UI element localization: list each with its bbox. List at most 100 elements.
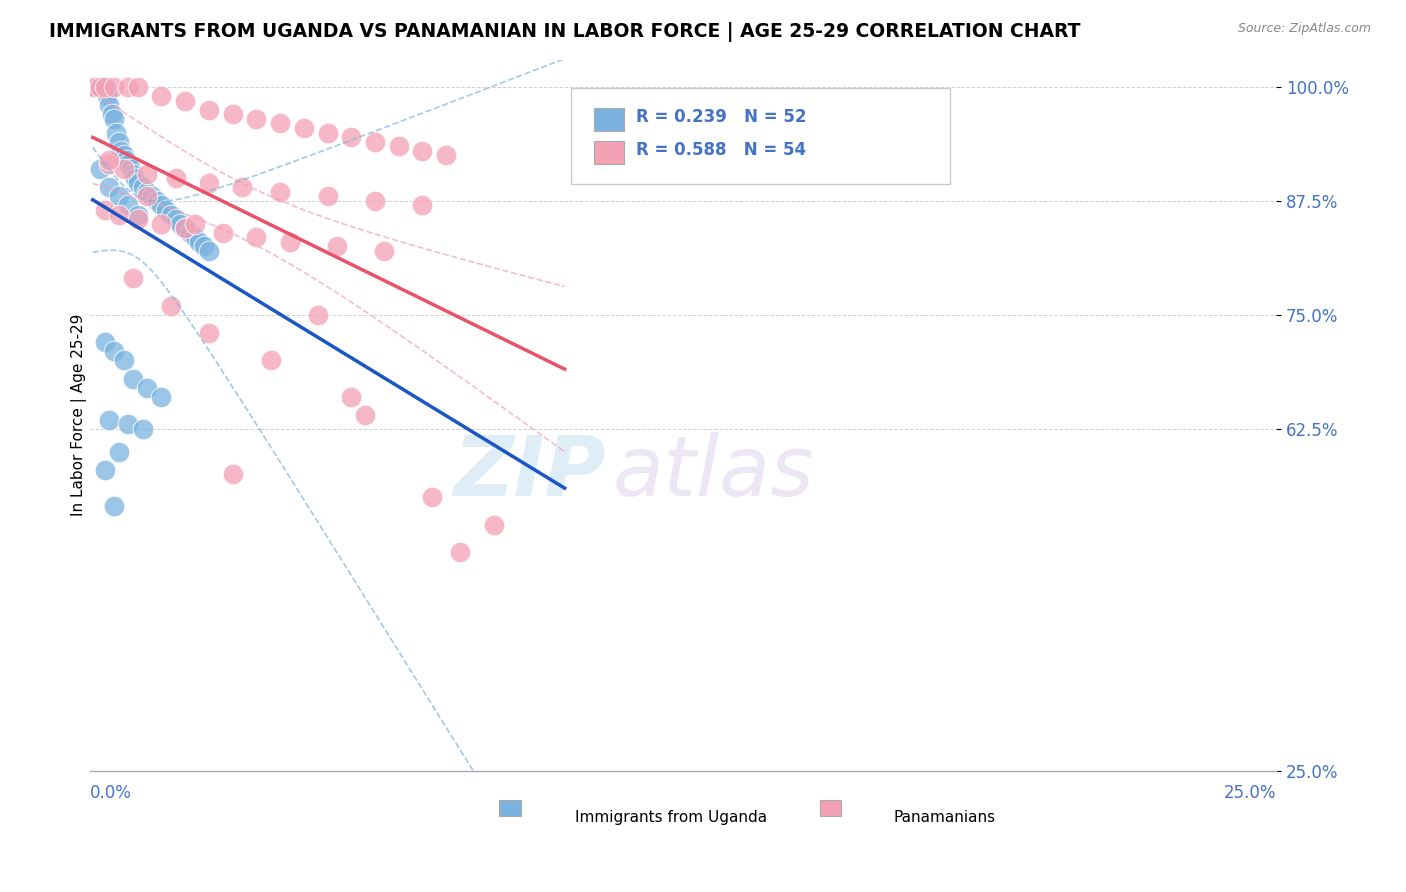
Point (145, 194, 167, 208)
Point (364, 194, 387, 208)
Point (183, 217, 205, 231)
Point (117, 417, 139, 432)
Point (278, 235, 301, 249)
Point (82, 79, 104, 94)
Text: 25.0%: 25.0% (1223, 784, 1277, 803)
Point (269, 185, 291, 199)
Point (150, 390, 173, 404)
Point (120, 161, 142, 176)
Point (117, 198, 139, 212)
Point (183, 230, 205, 244)
Point (127, 212, 149, 227)
Point (117, 79, 139, 94)
Point (411, 144, 433, 158)
Point (124, 171, 146, 186)
Point (96, 89, 118, 103)
Point (150, 89, 173, 103)
Point (115, 153, 138, 167)
Point (307, 308, 329, 322)
Point (136, 167, 159, 181)
Point (174, 221, 197, 235)
Point (82, 79, 104, 94)
Point (221, 107, 243, 121)
Point (112, 353, 135, 368)
Point (388, 139, 411, 153)
Point (89, 79, 111, 94)
Point (122, 372, 145, 386)
Point (84, 79, 107, 94)
Point (103, 500, 125, 514)
Point (110, 144, 132, 158)
Point (131, 422, 153, 436)
Point (245, 230, 267, 244)
Point (136, 189, 159, 203)
Point (141, 189, 163, 203)
Text: R = 0.239   N = 52: R = 0.239 N = 52 (636, 108, 806, 126)
Point (150, 217, 173, 231)
Point (245, 112, 267, 126)
Point (449, 545, 471, 559)
Point (340, 390, 363, 404)
Point (434, 148, 457, 162)
Point (93, 335, 115, 350)
Point (174, 94, 197, 108)
Point (316, 126, 339, 140)
Point (174, 221, 197, 235)
Point (165, 212, 187, 227)
Bar (595, 141, 624, 164)
Text: IMMIGRANTS FROM UGANDA VS PANAMANIAN IN LABOR FORCE | AGE 25-29 CORRELATION CHAR: IMMIGRANTS FROM UGANDA VS PANAMANIAN IN … (49, 22, 1081, 42)
Point (212, 226, 235, 240)
Point (131, 180, 153, 194)
Point (188, 235, 211, 249)
Point (165, 171, 187, 186)
Point (122, 167, 145, 181)
FancyBboxPatch shape (571, 88, 950, 184)
Bar (499, 800, 520, 815)
Point (112, 161, 135, 176)
Point (93, 202, 115, 217)
Point (91, 79, 114, 94)
Point (292, 120, 315, 135)
Text: Panamanians: Panamanians (893, 810, 995, 825)
Point (93, 79, 115, 94)
Point (136, 381, 159, 395)
Point (117, 157, 139, 171)
Point (105, 126, 128, 140)
Point (108, 208, 131, 222)
Point (198, 103, 221, 117)
Point (103, 344, 125, 359)
Point (169, 217, 191, 231)
Point (108, 444, 131, 458)
Point (269, 116, 291, 130)
Point (193, 239, 215, 253)
Point (420, 490, 443, 504)
Point (108, 189, 131, 203)
Text: Immigrants from Uganda: Immigrants from Uganda (575, 810, 768, 825)
Point (340, 130, 363, 145)
Text: ZIP: ZIP (454, 432, 606, 513)
Point (198, 176, 221, 190)
Point (198, 244, 221, 258)
Point (86, 79, 108, 94)
Point (98, 153, 121, 167)
Text: atlas: atlas (612, 432, 814, 513)
Text: R = 0.588   N = 54: R = 0.588 N = 54 (636, 141, 806, 160)
Point (122, 271, 145, 285)
Point (136, 185, 159, 199)
Point (84, 79, 107, 94)
Point (98, 157, 121, 171)
Point (160, 299, 183, 313)
Text: Source: ZipAtlas.com: Source: ZipAtlas.com (1237, 22, 1371, 36)
Point (221, 467, 243, 482)
Y-axis label: In Labor Force | Age 25-29: In Labor Force | Age 25-29 (72, 314, 87, 516)
Point (316, 189, 339, 203)
Point (98, 98, 121, 112)
Bar (820, 800, 841, 815)
Point (103, 79, 125, 94)
Text: 0.0%: 0.0% (90, 784, 132, 803)
Point (364, 135, 387, 149)
Point (93, 463, 115, 477)
Point (150, 198, 173, 212)
Point (89, 161, 111, 176)
Point (103, 112, 125, 126)
